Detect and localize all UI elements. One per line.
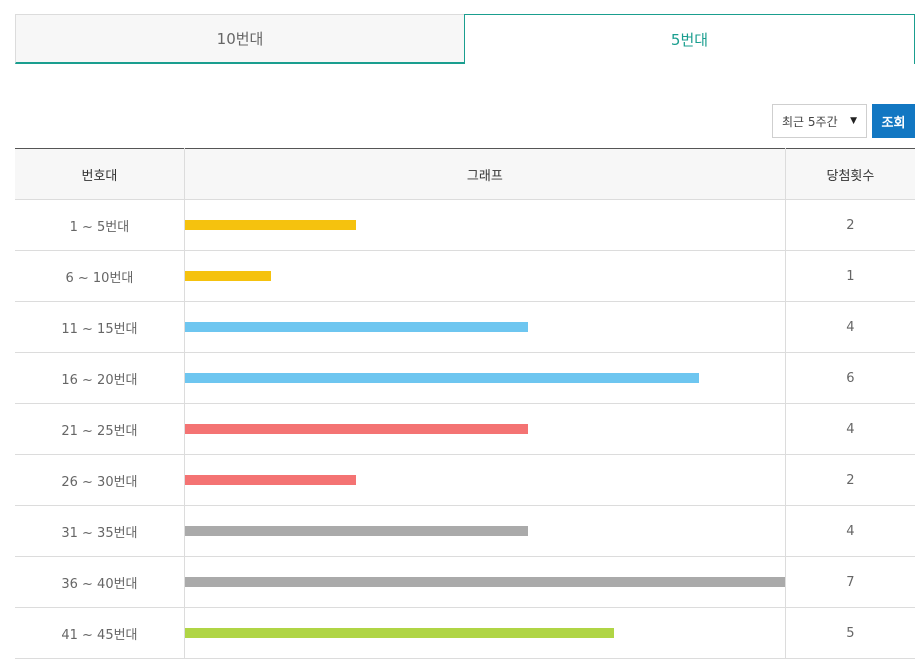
frequency-bar (184, 322, 528, 332)
tab-5-range[interactable]: 5번대 (464, 14, 915, 64)
header-range: 번호대 (15, 148, 185, 200)
table-row: 16 ~ 20번대 6 (15, 352, 915, 404)
filter-controls: 최근 5주간 ▼ 조회 (772, 104, 915, 138)
range-tabs: 10번대 5번대 (15, 14, 915, 64)
frequency-bar (184, 271, 271, 281)
header-count: 당첨횟수 (785, 148, 915, 200)
graph-cell (184, 454, 786, 506)
table-row: 21 ~ 25번대 4 (15, 403, 915, 455)
frequency-bar (184, 373, 699, 383)
range-cell: 21 ~ 25번대 (15, 403, 185, 455)
table-row: 31 ~ 35번대 4 (15, 505, 915, 557)
graph-cell (184, 556, 786, 608)
count-cell: 6 (785, 352, 915, 404)
table-row: 11 ~ 15번대 4 (15, 301, 915, 353)
table-row: 6 ~ 10번대 1 (15, 250, 915, 302)
graph-cell (184, 607, 786, 659)
count-cell: 5 (785, 607, 915, 659)
frequency-bar (184, 220, 356, 230)
graph-cell (184, 352, 786, 404)
range-cell: 6 ~ 10번대 (15, 250, 185, 302)
table-row: 41 ~ 45번대 5 (15, 607, 915, 659)
graph-cell (184, 403, 786, 455)
count-cell: 1 (785, 250, 915, 302)
count-cell: 2 (785, 199, 915, 251)
table-row: 26 ~ 30번대 2 (15, 454, 915, 506)
period-select[interactable]: 최근 5주간 ▼ (772, 104, 867, 138)
caret-down-icon: ▼ (850, 116, 857, 126)
frequency-bar (184, 475, 356, 485)
period-select-value: 최근 5주간 (782, 114, 838, 129)
range-cell: 16 ~ 20번대 (15, 352, 185, 404)
count-cell: 7 (785, 556, 915, 608)
frequency-bar (184, 424, 528, 434)
count-cell: 4 (785, 505, 915, 557)
frequency-bar (184, 577, 785, 587)
count-cell: 4 (785, 403, 915, 455)
graph-cell (184, 199, 786, 251)
graph-cell (184, 301, 786, 353)
header-graph: 그래프 (184, 148, 786, 200)
frequency-table: 번호대 그래프 당첨횟수 1 ~ 5번대 2 6 ~ 10번대 1 11 ~ 15번대 4… (15, 148, 915, 659)
table-body: 1 ~ 5번대 2 6 ~ 10번대 1 11 ~ 15번대 4 16 ~ 20번대 6 21 … (15, 199, 915, 659)
search-button[interactable]: 조회 (872, 104, 915, 138)
table-row: 36 ~ 40번대 7 (15, 556, 915, 608)
graph-cell (184, 250, 786, 302)
range-cell: 36 ~ 40번대 (15, 556, 185, 608)
count-cell: 2 (785, 454, 915, 506)
frequency-bar (184, 628, 614, 638)
table-header-row: 번호대 그래프 당첨횟수 (15, 148, 915, 200)
range-cell: 26 ~ 30번대 (15, 454, 185, 506)
table-row: 1 ~ 5번대 2 (15, 199, 915, 251)
range-cell: 1 ~ 5번대 (15, 199, 185, 251)
range-cell: 31 ~ 35번대 (15, 505, 185, 557)
range-cell: 41 ~ 45번대 (15, 607, 185, 659)
graph-cell (184, 505, 786, 557)
range-cell: 11 ~ 15번대 (15, 301, 185, 353)
frequency-bar (184, 526, 528, 536)
tab-10-range[interactable]: 10번대 (15, 14, 465, 64)
count-cell: 4 (785, 301, 915, 353)
